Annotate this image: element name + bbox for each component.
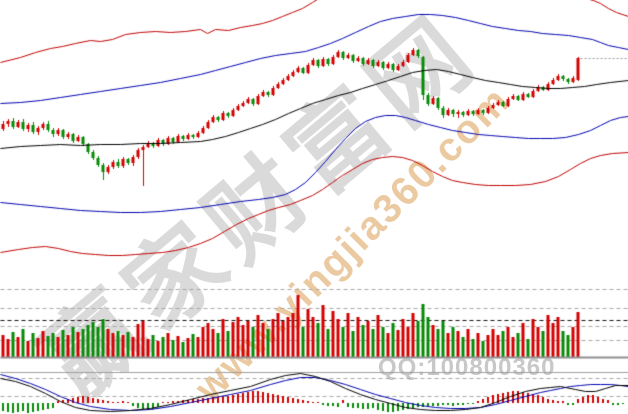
kline-volume-macd-canvas	[0, 0, 628, 414]
stock-chart-root: 赢家财富网 www.yingjia360.com QQ:100800360	[0, 0, 628, 414]
